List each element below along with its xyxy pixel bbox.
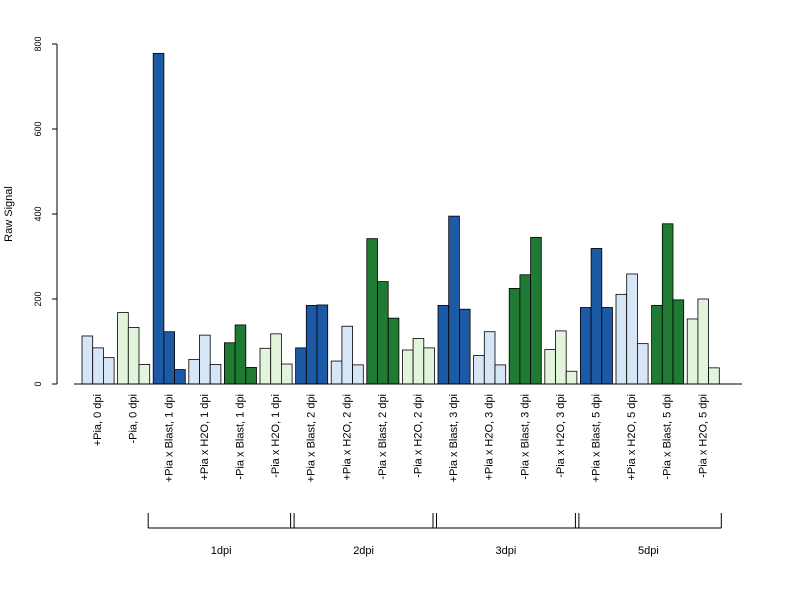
- bar: [127, 327, 140, 385]
- bar: [163, 331, 175, 385]
- category-label: -Pia x Blast, 3 dpi: [519, 394, 531, 480]
- bar: [259, 347, 272, 385]
- bar: [316, 304, 329, 385]
- bar: [473, 355, 485, 385]
- bar: [483, 331, 496, 385]
- bar: [92, 347, 104, 385]
- bar: [352, 364, 364, 385]
- bar: [651, 304, 663, 385]
- category-label: +Pia x Blast, 3 dpi: [448, 394, 460, 482]
- group-brackets: 1dpi 2dpi 3dpi 5dpi: [147, 513, 722, 557]
- y-axis: 0 200 400 600 800: [33, 36, 58, 387]
- bar: [341, 325, 353, 385]
- group-label: 1dpi: [211, 545, 232, 557]
- bar: [626, 273, 638, 385]
- bar: [174, 369, 186, 385]
- bar: [138, 364, 151, 385]
- group-label: 5dpi: [638, 545, 659, 557]
- bar: [305, 304, 318, 385]
- bars: [81, 52, 720, 385]
- bar: [377, 281, 389, 385]
- bar: [555, 330, 567, 385]
- bar: [234, 324, 247, 385]
- category-label: +Pia x H2O, 3 dpi: [484, 394, 496, 481]
- bar: [672, 299, 685, 385]
- bar: [330, 360, 343, 385]
- category-label: +Pia x Blast, 5 dpi: [591, 394, 603, 482]
- category-label: +Pia x H2O, 1 dpi: [199, 394, 211, 481]
- bar: [387, 317, 400, 385]
- category-label: -Pia x H2O, 2 dpi: [413, 394, 425, 478]
- bar: [508, 287, 521, 385]
- bar: [686, 318, 699, 385]
- bar: [708, 367, 720, 385]
- bar: [448, 215, 460, 385]
- category-label: +Pia x H2O, 2 dpi: [341, 394, 353, 481]
- bar: [188, 358, 200, 385]
- bar: [458, 308, 471, 385]
- y-tick-label: 200: [33, 291, 43, 306]
- category-label: +Pia, 0 dpi: [92, 394, 104, 446]
- group-label: 2dpi: [353, 545, 374, 557]
- bar: [412, 338, 425, 385]
- bar: [152, 52, 165, 385]
- bar: [270, 333, 282, 385]
- bar: [81, 335, 94, 385]
- y-tick-label: 400: [33, 206, 43, 221]
- y-axis-title: Raw Signal: [3, 186, 15, 242]
- bar: [437, 304, 450, 385]
- bar: [103, 357, 115, 385]
- bar: [519, 274, 532, 385]
- category-label: -Pia x H2O, 5 dpi: [697, 394, 709, 478]
- bar: [401, 349, 414, 385]
- category-label: -Pia, 0 dpi: [128, 394, 140, 444]
- bar: [117, 312, 129, 385]
- bar: [544, 349, 556, 385]
- bar: [423, 347, 435, 385]
- bar: [637, 343, 649, 385]
- category-label: +Pia x Blast, 1 dpi: [163, 394, 175, 482]
- bar: [295, 347, 307, 385]
- category-label: -Pia x Blast, 5 dpi: [662, 394, 674, 480]
- category-label: -Pia x Blast, 2 dpi: [377, 394, 389, 480]
- category-label: -Pia x Blast, 1 dpi: [234, 394, 246, 480]
- bar: [245, 367, 257, 385]
- bar: [580, 307, 592, 385]
- category-label: +Pia x H2O, 5 dpi: [626, 394, 638, 481]
- bar: [615, 293, 628, 385]
- category-label: +Pia x Blast, 2 dpi: [306, 394, 318, 482]
- bar: [661, 223, 674, 385]
- bar: [223, 342, 236, 385]
- bar: [697, 298, 710, 385]
- bar: [280, 363, 293, 385]
- bar: [366, 238, 378, 385]
- category-labels: +Pia, 0 dpi -Pia, 0 dpi +Pia x Blast, 1 dp…: [92, 394, 709, 482]
- bar: [601, 307, 613, 385]
- y-tick-label: 600: [33, 121, 43, 136]
- category-label: -Pia x H2O, 3 dpi: [555, 394, 567, 478]
- category-label: -Pia x H2O, 1 dpi: [270, 394, 282, 478]
- bar: [209, 364, 222, 385]
- y-tick-label: 800: [33, 36, 43, 51]
- bar: [565, 370, 578, 385]
- bar: [590, 248, 603, 385]
- bar: [530, 236, 542, 385]
- bar: [494, 364, 507, 385]
- y-tick-label: 0: [33, 381, 43, 386]
- group-label: 3dpi: [496, 545, 517, 557]
- bar: [199, 334, 211, 385]
